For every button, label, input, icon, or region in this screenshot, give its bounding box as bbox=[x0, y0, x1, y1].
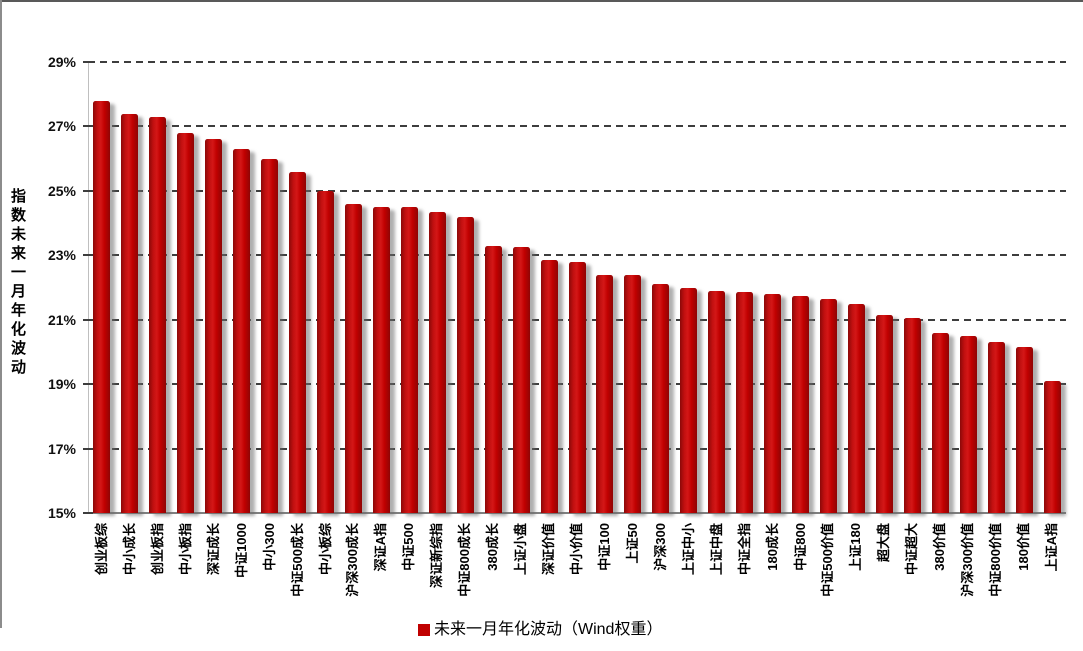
bar-180价值 bbox=[1015, 347, 1033, 513]
bar-沪深300价值 bbox=[959, 335, 977, 513]
y-tick-mark-25% bbox=[83, 189, 93, 192]
bar-中小300 bbox=[261, 158, 279, 513]
y-tick-mark-17% bbox=[83, 447, 93, 450]
bar-380价值 bbox=[931, 332, 949, 513]
y-tick-label-23%: 23% bbox=[47, 247, 76, 264]
y-tick-label-19%: 19% bbox=[47, 376, 76, 393]
bar-中小成长 bbox=[121, 113, 139, 513]
x-axis-line bbox=[88, 512, 1066, 514]
bar-沪深300 bbox=[652, 284, 670, 513]
bar-上证小盘 bbox=[512, 247, 530, 513]
y-tick-mark-27% bbox=[83, 125, 93, 128]
bar-中小价值 bbox=[568, 261, 586, 513]
frame-border-left bbox=[0, 0, 2, 628]
bar-上证A指 bbox=[1043, 380, 1061, 513]
bar-上证50 bbox=[624, 274, 642, 513]
legend: 未来一月年化波动（Wind权重） bbox=[418, 621, 662, 639]
bar-中证超大 bbox=[903, 318, 921, 513]
gridline-25% bbox=[88, 189, 1066, 192]
y-tick-mark-21% bbox=[83, 318, 93, 321]
gridline-27% bbox=[88, 125, 1066, 128]
bar-深证成长 bbox=[205, 139, 223, 513]
bar-超大盘 bbox=[875, 314, 893, 513]
y-tick-mark-29% bbox=[83, 61, 93, 63]
y-tick-mark-15% bbox=[83, 512, 93, 514]
bar-中证100 bbox=[596, 274, 614, 513]
plot-area bbox=[88, 61, 1066, 513]
bar-180成长 bbox=[764, 293, 782, 513]
bar-中小板指 bbox=[177, 132, 195, 513]
y-tick-mark-23% bbox=[83, 254, 93, 257]
bar-中证1000 bbox=[233, 148, 251, 513]
bar-380成长 bbox=[484, 245, 502, 513]
bar-深证新综指 bbox=[428, 211, 446, 513]
bar-中小板综 bbox=[317, 190, 334, 513]
bar-创业板综 bbox=[93, 100, 111, 513]
bar-中证500成长 bbox=[289, 171, 307, 513]
y-tick-label-17%: 17% bbox=[47, 440, 76, 457]
bar-深证价值 bbox=[540, 260, 558, 513]
bar-上证中盘 bbox=[708, 290, 726, 513]
y-tick-label-29%: 29% bbox=[47, 54, 76, 70]
y-axis-line bbox=[88, 62, 89, 513]
bar-沪深300成长 bbox=[344, 203, 362, 513]
bar-中证800 bbox=[792, 295, 810, 513]
y-tick-label-27%: 27% bbox=[47, 118, 76, 135]
bar-上证180 bbox=[847, 303, 865, 513]
y-axis-title: 指数未来一月年化波动 bbox=[9, 188, 26, 378]
bar-中证800价值 bbox=[987, 342, 1005, 513]
legend-color-swatch bbox=[418, 624, 430, 636]
y-tick-label-15%: 15% bbox=[47, 505, 76, 521]
bar-中证全指 bbox=[736, 292, 754, 513]
bar-深证A指 bbox=[372, 206, 390, 513]
gridline-29% bbox=[88, 61, 1066, 63]
y-tick-mark-19% bbox=[83, 383, 93, 386]
bar-中证500价值 bbox=[819, 298, 837, 513]
gridline-23% bbox=[88, 254, 1066, 257]
legend-label: 未来一月年化波动（Wind权重） bbox=[434, 621, 663, 638]
bar-上证中小 bbox=[680, 287, 698, 513]
frame-border-top bbox=[0, 0, 1083, 2]
y-tick-label-21%: 21% bbox=[47, 311, 76, 328]
bar-创业板指 bbox=[149, 116, 167, 513]
bar-中证500 bbox=[400, 206, 418, 513]
bar-中证800成长 bbox=[456, 216, 474, 513]
y-tick-label-25%: 25% bbox=[47, 182, 76, 199]
